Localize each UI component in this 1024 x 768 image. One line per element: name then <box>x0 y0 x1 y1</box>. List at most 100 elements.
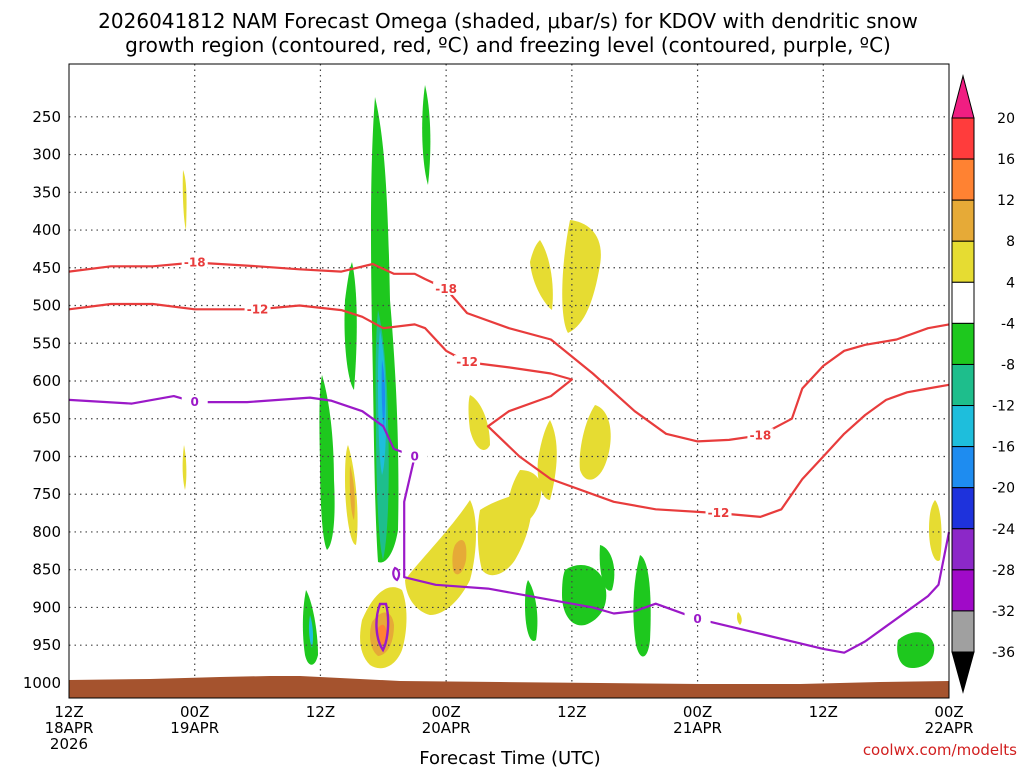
colorbar-segment <box>951 405 975 448</box>
x-tick-label: 00Z <box>934 703 963 721</box>
contour-layer: -18 -18 -18 -12 -12 -12 0 0 0 <box>68 255 951 654</box>
freezing-level-contour-label: 0 <box>191 395 199 409</box>
omega-region-teal-low-1 <box>308 615 314 648</box>
y-tick-label: 400 <box>32 221 61 239</box>
omega-region-orange-mid <box>349 465 355 520</box>
omega-region-green-low-3 <box>562 565 607 626</box>
y-tick-label: 900 <box>32 598 61 616</box>
colorbar-label: -36 <box>992 645 1015 661</box>
colorbar-segment <box>951 446 975 489</box>
y-tick-label: 1000 <box>23 674 61 692</box>
colorbar-segment <box>951 610 975 653</box>
y-tick-label: 700 <box>32 447 61 465</box>
y-tick-label: 350 <box>32 183 61 201</box>
plot-frame <box>68 63 950 699</box>
colorbar-segment <box>951 363 975 407</box>
dgz-contour-m12 <box>68 302 950 518</box>
omega-region-yellow-band-5 <box>579 405 611 480</box>
dgz-contour-m18-label-bg <box>181 255 208 269</box>
freezing-level-loop-small <box>392 566 401 582</box>
dgz-contour-m12-label: -12 <box>247 302 269 316</box>
x-tick-label: 18APR <box>45 719 94 737</box>
colorbar-top-triangle <box>951 74 975 119</box>
colorbar-segment <box>951 158 975 201</box>
freezing-level-contour-label: 0 <box>411 449 419 463</box>
colorbar-label: -32 <box>992 604 1015 620</box>
x-tick-label: 12Z <box>809 703 838 721</box>
omega-colorbar: 20 16 12 8 4 -4 -8 -12 -16 -20 -24 -28 -32 -36 <box>951 74 1015 694</box>
y-tick-label: 300 <box>32 146 61 164</box>
dgz-contour-m12-label-bg <box>454 355 481 369</box>
x-tick-label: 12Z <box>54 703 83 721</box>
x-tick-label: 20APR <box>422 719 471 737</box>
omega-region-up-4 <box>562 220 601 333</box>
x-tick-label: 12Z <box>306 703 335 721</box>
dgz-contour-m18 <box>68 261 950 443</box>
freezing-level-contour-label-bg <box>401 449 428 463</box>
colorbar-label: -12 <box>992 399 1015 415</box>
colorbar-segment <box>951 569 975 612</box>
y-tick-label: 750 <box>32 485 61 503</box>
colorbar-label: -4 <box>1001 316 1015 332</box>
dgz-contour-m12-label-bg <box>705 506 732 520</box>
dgz-contour-m18-label: -18 <box>184 256 206 270</box>
colorbar-label: 8 <box>1006 234 1015 250</box>
chart-title-line2: growth region (contoured, red, ºC) and f… <box>125 33 891 57</box>
omega-region-yellow-band-3 <box>468 395 490 450</box>
x-axis-title: Forecast Time (UTC) <box>419 748 600 768</box>
colorbar-segment <box>951 487 975 530</box>
colorbar-label: -28 <box>992 563 1015 579</box>
colorbar-label: -24 <box>992 522 1015 538</box>
dgz-contour-m18-label-bg <box>433 281 460 295</box>
colorbar-label: -8 <box>1001 357 1015 373</box>
omega-region-up-1 <box>182 170 187 230</box>
gridlines <box>69 64 949 698</box>
y-tick-label: 600 <box>32 372 61 390</box>
omega-region-green-2 <box>344 262 357 390</box>
y-tick-label: 950 <box>32 636 61 654</box>
omega-region-yellow-small <box>736 612 742 625</box>
colorbar-bottom-triangle <box>951 651 975 694</box>
dgz-contour-m12-label-bg <box>244 302 271 316</box>
ground-surface <box>69 676 949 698</box>
colorbar-label: -20 <box>992 481 1015 497</box>
colorbar-label: 12 <box>997 193 1015 209</box>
plot-area: -18 -18 -18 -12 -12 -12 0 0 0 <box>68 63 951 699</box>
dgz-contour-m18-label: -18 <box>750 428 772 442</box>
dgz-contour-m12-label: -12 <box>708 506 730 520</box>
colorbar-segment <box>951 281 975 324</box>
freezing-level-contour-label-bg <box>181 395 208 409</box>
colorbar-segment <box>951 322 975 365</box>
x-tick-label: 00Z <box>431 703 460 721</box>
colorbar-segment <box>951 240 975 283</box>
colorbar-label: 4 <box>1006 275 1015 291</box>
freezing-level-loop <box>375 602 390 653</box>
colorbar-segment <box>951 199 975 242</box>
omega-region-yellow-right <box>929 500 942 561</box>
omega-region-up-3 <box>530 240 553 310</box>
omega-region-green-upper <box>422 85 431 185</box>
omega-region-blue-core <box>381 360 386 430</box>
freezing-level-contour <box>68 395 951 654</box>
y-tick-label: 800 <box>32 523 61 541</box>
omega-region-green-low-4 <box>599 545 615 591</box>
omega-region-green-low-6 <box>897 632 935 668</box>
dgz-contour-m12-label: -12 <box>456 355 478 369</box>
freezing-level-contour-label: 0 <box>693 612 701 626</box>
colorbar-label: 16 <box>997 152 1015 168</box>
colorbar-segment <box>951 117 975 160</box>
colorbar-label: -16 <box>992 440 1015 456</box>
credit-text: coolwx.com/modelts <box>863 741 1017 759</box>
x-tick-label: 00Z <box>683 703 712 721</box>
y-axis-pressure: 250 300 350 400 450 500 550 600 650 700 750 800 850 9… <box>23 108 61 692</box>
y-tick-label: 500 <box>32 297 61 315</box>
chart-title-line1: 2026041812 NAM Forecast Omega (shaded, μ… <box>98 9 918 33</box>
y-tick-label: 450 <box>32 259 61 277</box>
colorbar-label: 20 <box>997 111 1015 127</box>
omega-region-green-low-5 <box>633 555 651 657</box>
y-tick-label: 850 <box>32 561 61 579</box>
x-tick-label: 2026 <box>50 735 88 753</box>
y-tick-label: 550 <box>32 334 61 352</box>
freezing-level-contour-label-bg <box>684 611 711 625</box>
